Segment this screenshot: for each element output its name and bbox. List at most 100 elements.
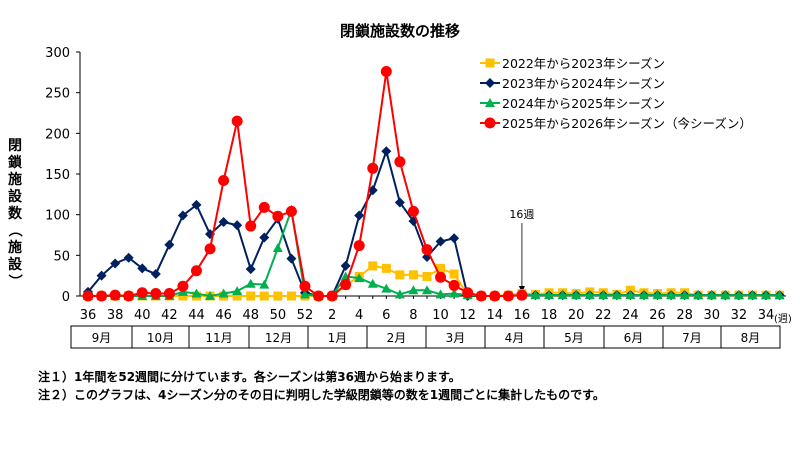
data-point: [136, 287, 148, 299]
data-point: [354, 210, 365, 221]
data-point: [163, 288, 175, 300]
data-point: [285, 205, 297, 217]
data-point: [218, 288, 229, 298]
y-axis-label-char: 施: [8, 239, 22, 256]
data-point: [638, 290, 649, 300]
data-point: [353, 240, 365, 252]
data-point: [394, 156, 406, 168]
data-point: [598, 290, 609, 300]
data-point: [231, 115, 243, 127]
x-tick-label: 34: [758, 308, 775, 323]
x-tick-label: 8: [409, 308, 417, 323]
data-point: [245, 264, 256, 275]
x-tick-label: 12: [459, 308, 476, 323]
x-axis-unit: (週): [774, 313, 792, 325]
data-point: [272, 210, 284, 222]
x-tick-label: 24: [622, 308, 639, 323]
data-point: [436, 263, 446, 273]
y-tick-label: 0: [62, 290, 70, 305]
x-tick-label: 4: [355, 308, 363, 323]
series-line: [87, 147, 780, 297]
data-point: [557, 290, 568, 300]
data-point: [259, 232, 270, 243]
x-tick-label: 22: [595, 308, 612, 323]
data-point: [286, 291, 296, 301]
x-tick-label: 28: [676, 308, 693, 323]
y-tick-label: 150: [45, 168, 70, 183]
data-point: [232, 286, 243, 296]
y-axis-label-char: ）: [6, 274, 22, 288]
month-label: 3月: [446, 331, 466, 345]
x-tick-label: 6: [382, 308, 390, 323]
data-point: [299, 280, 311, 292]
month-label: 5月: [564, 331, 584, 345]
data-point: [381, 263, 391, 273]
series-2: [83, 146, 785, 301]
data-point: [96, 270, 107, 281]
data-point: [150, 288, 162, 300]
data-point: [123, 252, 134, 263]
month-label: 1月: [328, 331, 348, 345]
data-point: [693, 290, 704, 300]
x-tick-label: 30: [703, 308, 720, 323]
y-tick-label: 300: [45, 46, 70, 61]
data-point: [109, 289, 121, 301]
data-point: [611, 290, 622, 300]
annotation-label: 16週: [509, 208, 534, 221]
data-point: [340, 260, 351, 271]
data-point: [422, 271, 432, 281]
x-tick-label: 46: [215, 308, 232, 323]
data-point: [313, 290, 325, 302]
data-point: [368, 261, 378, 271]
data-point: [367, 278, 378, 288]
data-point: [408, 285, 419, 295]
data-point: [218, 175, 230, 187]
data-point: [584, 290, 595, 300]
data-point: [164, 239, 175, 250]
data-point: [190, 265, 202, 277]
legend-item: 2022年から2023年シーズン: [480, 56, 665, 71]
data-point: [733, 290, 744, 300]
data-point: [246, 291, 256, 301]
x-tick-label: 32: [731, 308, 748, 323]
chart-title: 閉鎖施設数の推移: [340, 22, 460, 40]
data-point: [245, 220, 257, 232]
data-point: [340, 279, 352, 291]
data-point: [354, 273, 365, 283]
data-point: [258, 201, 270, 213]
data-point: [150, 269, 161, 280]
y-axis-label-char: （: [6, 223, 22, 237]
month-label: 12月: [265, 331, 292, 345]
data-point: [774, 290, 785, 300]
y-tick-label: 250: [45, 87, 70, 102]
month-label: 9月: [92, 331, 112, 345]
data-point: [273, 291, 283, 301]
legend-marker: [485, 98, 495, 107]
data-point: [394, 289, 405, 299]
month-label: 4月: [505, 331, 525, 345]
x-tick-label: 36: [80, 308, 97, 323]
data-point: [299, 289, 310, 299]
data-point: [82, 290, 94, 302]
data-point: [408, 270, 418, 280]
data-point: [218, 216, 229, 227]
x-tick-label: 10: [432, 308, 449, 323]
data-point: [544, 290, 555, 300]
y-tick-label: 100: [45, 209, 70, 224]
data-point: [475, 290, 487, 302]
data-point: [381, 146, 392, 157]
data-point: [191, 199, 202, 210]
data-point: [177, 210, 188, 221]
month-label: 6月: [624, 331, 644, 345]
legend-label: 2025年から2026年シーズン（今シーズン）: [502, 116, 752, 131]
x-tick-label: 20: [568, 308, 585, 323]
data-point: [747, 290, 758, 300]
legend-item: 2024年から2025年シーズン: [480, 96, 665, 111]
data-point: [720, 290, 731, 300]
data-point: [96, 290, 108, 302]
legend-marker: [485, 58, 495, 68]
data-point: [679, 290, 690, 300]
data-point: [137, 263, 148, 274]
